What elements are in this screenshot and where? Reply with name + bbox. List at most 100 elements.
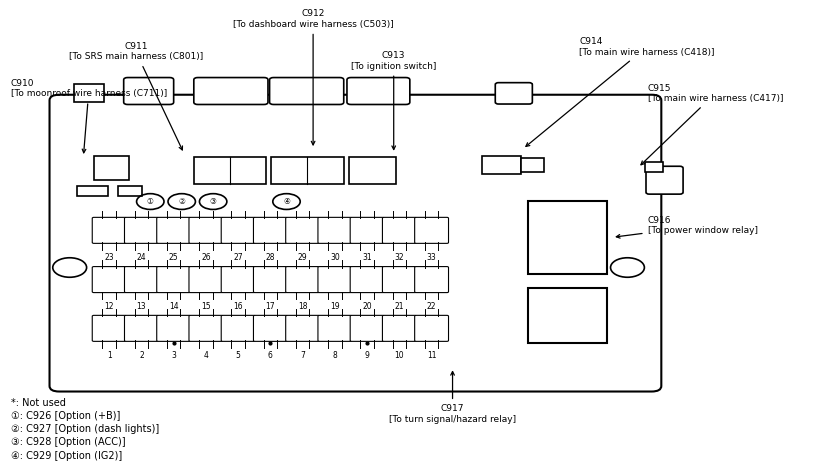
- FancyBboxPatch shape: [156, 217, 190, 243]
- Text: 26: 26: [201, 253, 210, 262]
- FancyBboxPatch shape: [382, 315, 416, 341]
- Bar: [193, 157, 266, 184]
- FancyBboxPatch shape: [221, 315, 255, 341]
- Bar: [74, 84, 104, 102]
- Text: C913
[To ignition switch]: C913 [To ignition switch]: [351, 51, 436, 149]
- Bar: [527, 201, 607, 274]
- Text: 30: 30: [329, 253, 339, 262]
- FancyBboxPatch shape: [221, 266, 255, 293]
- FancyBboxPatch shape: [156, 266, 190, 293]
- FancyBboxPatch shape: [382, 217, 416, 243]
- Text: ③: ③: [210, 197, 216, 206]
- Text: ①: ①: [147, 197, 153, 206]
- Text: C917
[To turn signal/hazard relay]: C917 [To turn signal/hazard relay]: [388, 372, 515, 423]
- Text: 31: 31: [362, 253, 372, 262]
- FancyBboxPatch shape: [193, 78, 268, 104]
- Text: 23: 23: [104, 253, 114, 262]
- FancyBboxPatch shape: [124, 315, 158, 341]
- FancyBboxPatch shape: [414, 266, 448, 293]
- Text: 28: 28: [265, 253, 275, 262]
- FancyBboxPatch shape: [285, 266, 319, 293]
- Bar: [349, 157, 396, 184]
- FancyBboxPatch shape: [92, 315, 126, 341]
- Text: 5: 5: [235, 351, 240, 360]
- Text: 9: 9: [364, 351, 369, 360]
- Text: *: Not used: *: Not used: [11, 399, 66, 408]
- FancyBboxPatch shape: [318, 266, 351, 293]
- FancyBboxPatch shape: [285, 315, 319, 341]
- FancyBboxPatch shape: [253, 315, 287, 341]
- Text: 21: 21: [394, 302, 404, 311]
- Bar: [482, 156, 520, 174]
- FancyBboxPatch shape: [188, 266, 223, 293]
- Text: 3: 3: [171, 351, 176, 360]
- Bar: [118, 186, 142, 196]
- FancyBboxPatch shape: [382, 266, 416, 293]
- Text: ③: C928 [Option (ACC)]: ③: C928 [Option (ACC)]: [11, 438, 125, 447]
- Text: C911
[To SRS main harness (C801)]: C911 [To SRS main harness (C801)]: [69, 42, 202, 150]
- FancyBboxPatch shape: [318, 315, 351, 341]
- Bar: [520, 158, 543, 172]
- FancyBboxPatch shape: [285, 217, 319, 243]
- FancyBboxPatch shape: [318, 217, 351, 243]
- Text: 27: 27: [233, 253, 242, 262]
- Text: 15: 15: [201, 302, 210, 311]
- Bar: [77, 186, 107, 196]
- FancyBboxPatch shape: [645, 166, 682, 194]
- FancyBboxPatch shape: [350, 217, 383, 243]
- Text: 19: 19: [330, 302, 339, 311]
- FancyBboxPatch shape: [188, 217, 223, 243]
- FancyBboxPatch shape: [495, 83, 532, 104]
- Text: 32: 32: [394, 253, 404, 262]
- Text: 2: 2: [139, 351, 143, 360]
- Text: ②: ②: [178, 197, 185, 206]
- Text: ④: ④: [283, 197, 290, 206]
- Text: C914
[To main wire harness (C418)]: C914 [To main wire harness (C418)]: [525, 37, 713, 147]
- Text: 24: 24: [137, 253, 146, 262]
- FancyBboxPatch shape: [92, 217, 126, 243]
- Text: 11: 11: [427, 351, 436, 360]
- Bar: [527, 288, 607, 343]
- FancyBboxPatch shape: [414, 217, 448, 243]
- FancyBboxPatch shape: [49, 95, 660, 392]
- FancyBboxPatch shape: [124, 78, 174, 104]
- FancyBboxPatch shape: [253, 217, 287, 243]
- FancyBboxPatch shape: [188, 315, 223, 341]
- Text: 12: 12: [104, 302, 114, 311]
- FancyBboxPatch shape: [253, 266, 287, 293]
- Text: 25: 25: [169, 253, 179, 262]
- Bar: [271, 157, 343, 184]
- FancyBboxPatch shape: [269, 78, 343, 104]
- Text: 33: 33: [426, 253, 436, 262]
- Text: 29: 29: [297, 253, 307, 262]
- Text: 20: 20: [362, 302, 372, 311]
- Text: 6: 6: [268, 351, 273, 360]
- Text: C915
[To main wire harness (C417)]: C915 [To main wire harness (C417)]: [640, 84, 782, 165]
- FancyBboxPatch shape: [156, 315, 190, 341]
- Text: C912
[To dashboard wire harness (C503)]: C912 [To dashboard wire harness (C503)]: [233, 9, 393, 145]
- FancyBboxPatch shape: [92, 266, 126, 293]
- Bar: [93, 156, 129, 180]
- Bar: [645, 162, 662, 172]
- Text: 8: 8: [332, 351, 337, 360]
- Text: 10: 10: [394, 351, 404, 360]
- Text: C910
[To moonroof wire harness (C711)]: C910 [To moonroof wire harness (C711)]: [11, 79, 167, 153]
- FancyBboxPatch shape: [350, 315, 383, 341]
- Text: 18: 18: [297, 302, 307, 311]
- Text: ②: C927 [Option (dash lights)]: ②: C927 [Option (dash lights)]: [11, 424, 159, 434]
- Text: 22: 22: [427, 302, 436, 311]
- FancyBboxPatch shape: [124, 266, 158, 293]
- FancyBboxPatch shape: [414, 315, 448, 341]
- Text: 4: 4: [203, 351, 208, 360]
- Text: 16: 16: [233, 302, 242, 311]
- Text: 17: 17: [265, 302, 275, 311]
- Text: 14: 14: [169, 302, 179, 311]
- FancyBboxPatch shape: [350, 266, 383, 293]
- Text: 13: 13: [137, 302, 146, 311]
- FancyBboxPatch shape: [124, 217, 158, 243]
- Text: 7: 7: [300, 351, 305, 360]
- Text: ④: C929 [Option (IG2)]: ④: C929 [Option (IG2)]: [11, 451, 122, 461]
- Text: ①: C926 [Option (+B)]: ①: C926 [Option (+B)]: [11, 412, 120, 422]
- FancyBboxPatch shape: [221, 217, 255, 243]
- Text: 1: 1: [106, 351, 111, 360]
